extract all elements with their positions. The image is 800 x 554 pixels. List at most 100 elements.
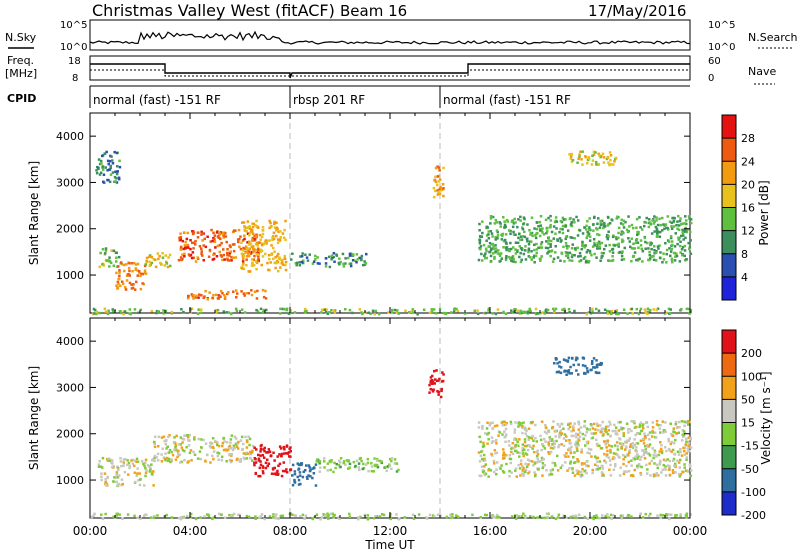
velocity-cell xyxy=(547,512,550,515)
velocity-cell xyxy=(259,447,263,451)
power-cell xyxy=(547,250,550,254)
velocity-cell xyxy=(167,451,170,454)
velocity-cell xyxy=(479,454,483,457)
power-cell xyxy=(672,219,676,223)
power-cell xyxy=(494,218,498,222)
velocity-cell xyxy=(535,440,538,443)
power-cell xyxy=(494,312,498,316)
velocity-cell xyxy=(144,474,147,478)
power-cell xyxy=(255,251,258,254)
velocity-cell xyxy=(261,466,265,469)
velocity-cell xyxy=(522,512,525,515)
power-cell xyxy=(215,311,218,314)
power-cell xyxy=(165,260,168,264)
velocity-cell xyxy=(431,374,434,378)
power-cell xyxy=(246,241,249,244)
power-cell xyxy=(562,245,565,249)
velocity-cell xyxy=(530,437,534,440)
velocity-cell xyxy=(508,444,511,447)
power-cell xyxy=(512,260,515,263)
velocity-cell xyxy=(177,454,181,457)
velocity-cell xyxy=(108,459,111,463)
velocity-cell xyxy=(228,458,232,462)
power-cell xyxy=(203,295,206,298)
power-cell xyxy=(538,229,542,232)
velocity-cell xyxy=(498,431,502,434)
velocity-cell xyxy=(576,449,579,453)
power-cell xyxy=(114,180,117,183)
power-cell xyxy=(659,251,662,254)
power-cell xyxy=(226,292,229,296)
velocity-cell xyxy=(647,445,651,448)
nave-label: Nave xyxy=(748,65,776,78)
power-cell xyxy=(210,228,213,232)
power-cell xyxy=(95,312,98,316)
power-cell xyxy=(476,309,479,312)
velocity-cell xyxy=(608,468,611,471)
velocity-cell xyxy=(531,434,534,438)
power-cell xyxy=(150,309,154,313)
velocity-cell xyxy=(535,461,539,464)
velocity-cell xyxy=(676,450,680,453)
velocity-cell xyxy=(646,425,650,429)
velocity-cell xyxy=(674,462,677,466)
power-cell xyxy=(212,231,215,235)
velocity-cell xyxy=(100,475,103,478)
velocity-cell xyxy=(122,464,125,467)
power-cell xyxy=(442,187,445,190)
power-cell xyxy=(202,296,205,300)
power-cell xyxy=(434,180,438,184)
velocity-cell xyxy=(584,364,587,368)
power-cell xyxy=(595,256,598,259)
velocity-cell xyxy=(312,472,316,475)
velocity-cell xyxy=(289,446,292,449)
power-cell xyxy=(133,261,136,265)
velocity-cell xyxy=(627,431,630,434)
velocity-cell xyxy=(517,444,520,447)
power-cell xyxy=(685,307,689,311)
power-cell xyxy=(494,238,497,241)
power-cell xyxy=(229,245,232,249)
power-cell xyxy=(179,248,183,251)
power-cell xyxy=(546,226,549,230)
power-cell xyxy=(653,249,656,252)
velocity-cell xyxy=(616,453,619,457)
power-cell xyxy=(581,242,584,246)
velocity-cell xyxy=(376,457,379,461)
power-cell xyxy=(256,259,260,262)
velocity-cell xyxy=(655,463,659,466)
velocity-cell xyxy=(651,429,654,433)
velocity-cell xyxy=(592,422,596,426)
power-cell xyxy=(236,292,239,295)
power-cell xyxy=(260,243,264,247)
power-cell xyxy=(179,236,183,239)
power-cell xyxy=(561,231,565,235)
velocity-cell xyxy=(525,465,529,468)
velocity-cell xyxy=(679,473,683,476)
power-cell xyxy=(488,250,492,254)
power-cell xyxy=(672,251,676,255)
velocity-cell xyxy=(283,452,286,455)
velocity-cell xyxy=(335,462,339,466)
power-cell xyxy=(684,229,687,232)
nsky-tick-bottom: 10^0 xyxy=(60,42,87,53)
power-cell xyxy=(587,311,591,314)
power-cell xyxy=(547,239,551,242)
power-cell xyxy=(505,255,508,258)
power-cell xyxy=(639,226,642,229)
power-cell xyxy=(494,244,497,247)
power-cell xyxy=(679,244,682,248)
velocity-cell xyxy=(366,514,369,517)
velocity-cell xyxy=(671,471,675,475)
power-cell xyxy=(645,216,648,220)
x-tick-label: 00:00 xyxy=(673,524,708,538)
power-cell xyxy=(571,243,574,246)
power-cell xyxy=(316,256,319,259)
power-cell xyxy=(255,268,258,271)
power-cell xyxy=(137,270,141,273)
power-cell xyxy=(520,248,524,252)
power-cell xyxy=(123,310,126,313)
velocity-cell xyxy=(585,367,589,370)
power-cell xyxy=(647,247,650,250)
power-cell xyxy=(499,225,502,228)
